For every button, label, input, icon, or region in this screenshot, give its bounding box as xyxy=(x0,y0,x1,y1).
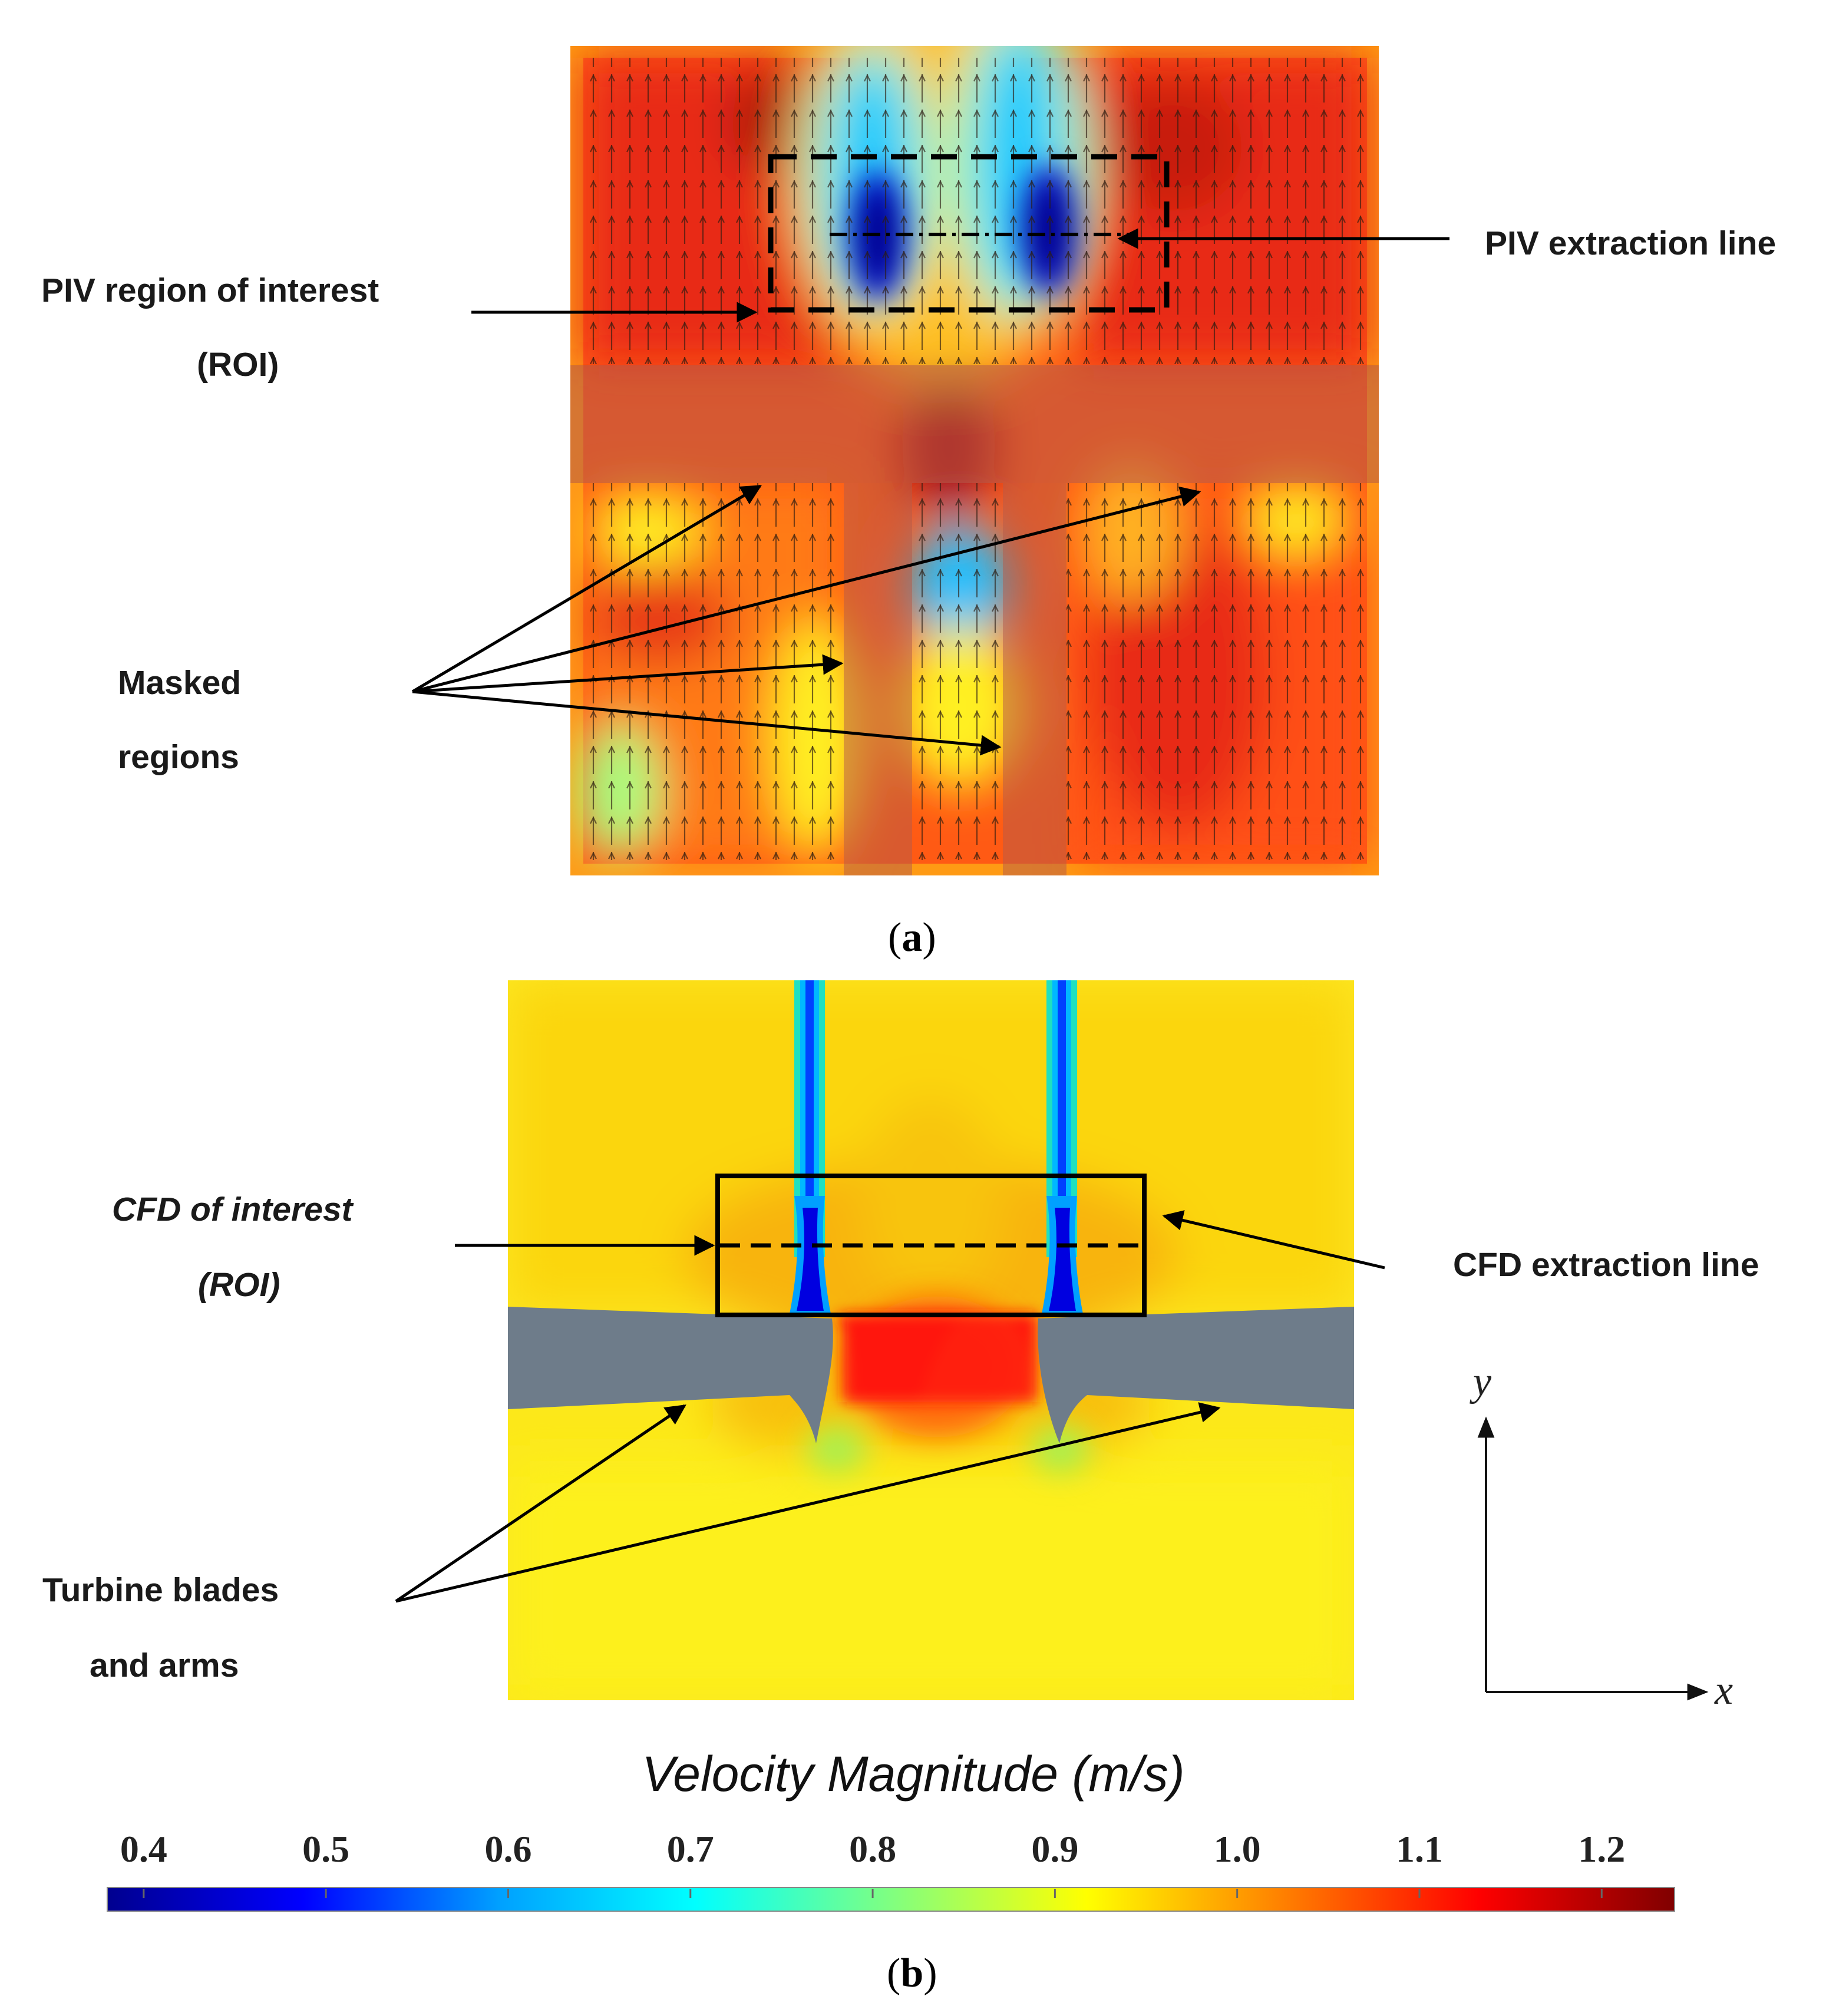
right-blade-wake xyxy=(1042,980,1083,1314)
colorbar-tick-label: 0.6 xyxy=(484,1828,531,1870)
masked-horizontal-band xyxy=(570,365,1379,483)
masked-regions-label-line1: Masked xyxy=(118,664,241,702)
velocity-vectors-upper xyxy=(583,58,1367,364)
panel-b-caption-open: ( xyxy=(887,1951,900,1996)
colorbar-tick-label: 0.8 xyxy=(849,1828,896,1870)
masked-arrow-1 xyxy=(411,484,762,693)
y-axis-label: y xyxy=(1470,1359,1492,1404)
colorbar-tick-label: 1.2 xyxy=(1578,1828,1625,1870)
colorbar-tick-labels: 0.4 0.5 0.6 0.7 0.8 0.9 1.0 1.1 1.2 xyxy=(120,1828,1625,1870)
colorbar-bar xyxy=(107,1887,1675,1912)
cfd-extraction-label: CFD extraction line xyxy=(1453,1246,1759,1284)
masked-arrow-2 xyxy=(412,486,1201,693)
left-turbine-arm xyxy=(508,1307,833,1443)
colorbar-title: Velocity Magnitude (m/s) xyxy=(642,1746,1184,1802)
blades-arrow-left xyxy=(395,1404,686,1603)
colorbar-tick-label: 0.4 xyxy=(120,1828,167,1870)
masked-arrow-4 xyxy=(412,690,1002,756)
blades-arrow-right xyxy=(395,1402,1221,1603)
masked-left-column xyxy=(844,483,912,875)
velocity-vectors-lower-mid xyxy=(912,483,1003,860)
colorbar-tick-label: 0.5 xyxy=(302,1828,349,1870)
colorbar: Velocity Magnitude (m/s) 0.4 0.5 0.6 0.7 0.8… xyxy=(107,1746,1675,1912)
cfd-roi-box xyxy=(715,1174,1147,1317)
velocity-vectors-lower-right xyxy=(1066,483,1367,860)
cfd-roi-label-line1: CFD of interest xyxy=(112,1191,354,1228)
piv-extraction-label: PIV extraction line xyxy=(1485,224,1776,262)
cfd-roi-label-line2: (ROI) xyxy=(198,1266,280,1304)
colorbar-tick-marks xyxy=(143,1889,1603,1898)
masked-right-column xyxy=(1003,483,1066,875)
masked-arrow-3 xyxy=(412,654,844,693)
piv-roi-label-line1: PIV region of interest xyxy=(41,272,379,309)
colorbar-tick-label: 0.7 xyxy=(667,1828,714,1870)
cfd-panel: CFD of interest (ROI) CFD extraction lin… xyxy=(42,980,1759,1713)
left-blade-wake xyxy=(790,980,831,1314)
piv-panel: PIV region of interest (ROI) PIV extract… xyxy=(41,46,1776,960)
piv-contour-field xyxy=(570,46,1379,875)
piv-roi-label-line2: (ROI) xyxy=(197,346,279,384)
panel-a-caption-open: ( xyxy=(888,915,902,960)
panel-a-caption-close: ) xyxy=(922,915,936,960)
panel-a-caption: (a) xyxy=(888,915,936,960)
cfd-contour-field xyxy=(508,980,1354,1700)
masked-regions-label-line2: regions xyxy=(118,738,239,776)
right-turbine-arm xyxy=(1038,1307,1354,1443)
panel-b-caption: (b) xyxy=(887,1951,937,1996)
blades-label-line1: Turbine blades xyxy=(42,1571,279,1609)
cfd-extraction-arrow xyxy=(1162,1210,1385,1270)
blades-label-line2: and arms xyxy=(90,1647,239,1684)
panel-b-caption-close: ) xyxy=(923,1951,937,1996)
colorbar-tick-label: 1.1 xyxy=(1396,1828,1443,1870)
panel-b-caption-letter: b xyxy=(900,1951,923,1996)
colorbar-tick-label: 0.9 xyxy=(1031,1828,1078,1870)
x-axis-label: x xyxy=(1714,1668,1733,1713)
piv-roi-box xyxy=(768,154,1170,313)
colorbar-tick-label: 1.0 xyxy=(1214,1828,1261,1870)
coordinate-axes: x y xyxy=(1470,1359,1733,1713)
panel-a-caption-letter: a xyxy=(902,915,922,960)
